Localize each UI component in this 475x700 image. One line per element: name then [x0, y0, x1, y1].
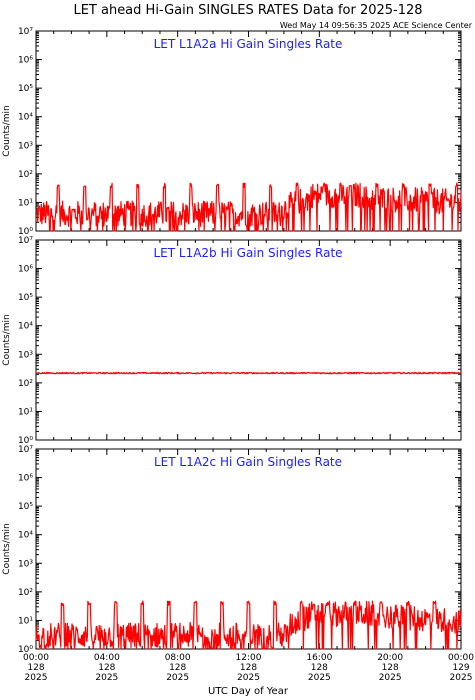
plot-frame — [35, 30, 462, 232]
x-axis-label: UTC Day of Year — [208, 686, 289, 697]
y-tick-label: 10¹ — [18, 198, 33, 208]
y-tick-label: 10⁵ — [18, 84, 33, 94]
x-tick-label: 2025 — [95, 673, 118, 683]
y-tick-label: 10⁵ — [18, 293, 33, 303]
x-tick-label: 20:00 — [377, 653, 403, 663]
x-tick-label: 04:00 — [94, 653, 120, 663]
x-tick-label: 2025 — [237, 673, 260, 683]
y-tick-label: 10³ — [18, 141, 33, 151]
y-tick-label: 10⁷ — [18, 236, 33, 246]
panel-title: LET L1A2c Hi Gain Singles Rate — [154, 455, 342, 469]
y-axis-label: Counts/min — [2, 523, 12, 574]
x-tick-label: 00:00 — [23, 653, 49, 663]
x-axis: 00:00128202504:00128202508:00128202512:0… — [23, 653, 474, 697]
panel-2: 10⁰ 10¹ 10² 10³ 10⁴ 10⁵ 10⁶ 10⁷ LET L1A2b Hi Gai… — [2, 236, 462, 446]
timestamp-label: Wed May 14 09:56:35 2025 ACE Science Cen… — [280, 21, 473, 30]
y-axis-label: Counts/min — [2, 105, 12, 156]
series-line — [35, 371, 462, 375]
y-tick-label: 10² — [18, 170, 33, 180]
plot-frame — [35, 239, 462, 441]
x-tick-label: 2025 — [450, 673, 473, 683]
x-tick-label: 128 — [98, 663, 115, 673]
y-tick-label: 10⁵ — [18, 502, 33, 512]
y-tick-label: 10⁶ — [18, 56, 33, 66]
x-tick-label: 2025 — [166, 673, 189, 683]
y-tick-label: 10⁴ — [18, 113, 33, 123]
x-tick-label: 128 — [27, 663, 44, 673]
y-tick-label: 10⁴ — [18, 531, 33, 541]
y-tick-label: 10⁷ — [18, 27, 33, 37]
x-tick-label: 128 — [169, 663, 186, 673]
y-tick-label: 10⁰ — [18, 227, 33, 237]
x-tick-label: 2025 — [379, 673, 402, 683]
y-tick-label: 10⁴ — [18, 322, 33, 332]
y-tick-label: 10¹ — [18, 616, 33, 626]
panel-title: LET L1A2a Hi Gain Singles Rate — [154, 37, 343, 51]
chart-title: LET ahead Hi-Gain SINGLES RATES Data for… — [73, 3, 422, 18]
y-tick-label: 10⁷ — [18, 445, 33, 455]
x-tick-label: 16:00 — [306, 653, 332, 663]
panel-3: 10⁰ 10¹ 10² 10³ 10⁴ 10⁵ 10⁶ 10⁷ LET L1A2c Hi Gai… — [2, 445, 462, 655]
panel-1: 10⁰ 10¹ 10² 10³ 10⁴ 10⁵ 10⁶ 10⁷ LET L1A2a Hi Gai… — [2, 27, 462, 237]
y-tick-label: 10³ — [18, 350, 33, 360]
y-tick-label: 10¹ — [18, 407, 33, 417]
x-tick-label: 128 — [311, 663, 328, 673]
x-tick-label: 2025 — [25, 673, 48, 683]
x-tick-label: 00:00 — [448, 653, 474, 663]
series-line — [35, 600, 462, 650]
y-tick-label: 10² — [18, 379, 33, 389]
y-tick-label: 10⁰ — [18, 436, 33, 446]
x-tick-label: 08:00 — [165, 653, 191, 663]
y-tick-label: 10² — [18, 588, 33, 598]
y-tick-label: 10⁶ — [18, 474, 33, 484]
x-tick-label: 2025 — [308, 673, 331, 683]
y-axis-label: Counts/min — [2, 314, 12, 365]
x-tick-label: 12:00 — [236, 653, 262, 663]
x-tick-label: 128 — [382, 663, 399, 673]
y-tick-label: 10⁶ — [18, 265, 33, 275]
panel-title: LET L1A2b Hi Gain Singles Rate — [153, 246, 342, 260]
x-tick-label: 129 — [452, 663, 469, 673]
y-tick-label: 10³ — [18, 559, 33, 569]
series-line — [35, 182, 462, 232]
plot-frame — [35, 448, 462, 650]
x-tick-label: 128 — [240, 663, 257, 673]
y-tick-label: 10⁰ — [18, 645, 33, 655]
panels: 10⁰ 10¹ 10² 10³ 10⁴ 10⁵ 10⁶ 10⁷ LET L1A2a Hi Gai… — [2, 27, 462, 655]
